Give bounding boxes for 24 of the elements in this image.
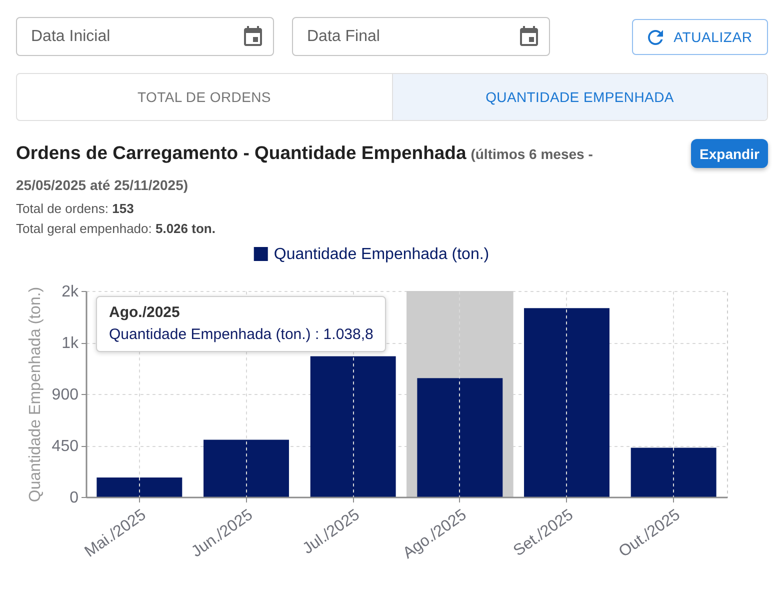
text: Total geral empenhado: 5.026 ton. [16,221,216,236]
chart-title: Ordens de Carregamento - Quantidade Empenhada [16,142,466,163]
bar [310,356,396,497]
update-button: ATUALIZAR [632,19,768,55]
y-tick-label: 900 [52,386,79,404]
selected-tab: QUANTIDADE EMPENHADA [392,74,767,120]
y-tick-label: 1k [62,335,80,352]
tab-bar: TOTAL DE ORDENS QUANTIDADE EMPENHADA [16,73,768,121]
date-field: Data Final [292,17,550,56]
y-axis-title: Quantidade Empenhada (ton.) [26,286,44,502]
bar [630,448,716,497]
y-tick-label: 0 [70,490,79,506]
bar [96,478,182,497]
legend-label: Quantidade Empenhada (ton.) [274,246,490,263]
bar [524,308,610,497]
annotation: Ago./2025 [109,303,181,323]
y-tick-label: 450 [52,438,79,455]
y-tick-label: 2k [62,284,80,300]
bar [204,440,289,497]
date-field: Data Inicial [16,17,274,56]
tooltip: Ago./2025 Quantidade Empenhada (ton.) : 1.038,8 [96,296,386,352]
text: Total de ordens: 153 [16,201,134,216]
expand-button: Expandir [691,139,768,168]
annotation: Quantidade Empenhada (ton.) : 1.038,8 [109,325,374,345]
